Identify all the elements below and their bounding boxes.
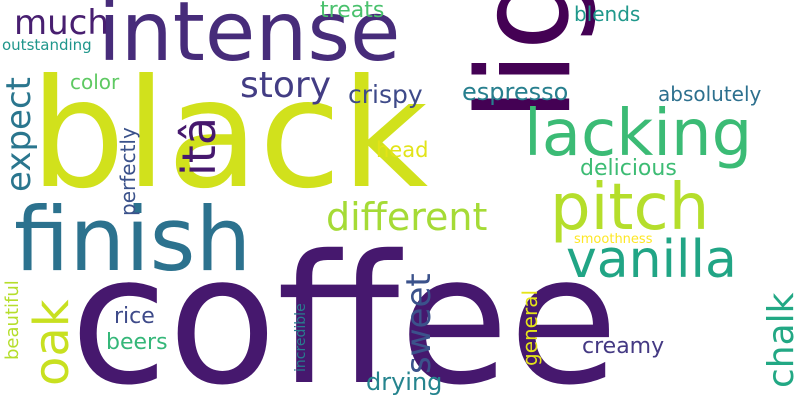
word-crispy: crispy bbox=[348, 80, 423, 109]
word-absolutely: absolutely bbox=[658, 82, 762, 106]
word-blends: blends bbox=[574, 2, 641, 26]
word-delicious: delicious bbox=[580, 156, 677, 181]
word-treats: treats bbox=[320, 0, 385, 23]
word-beers: beers bbox=[106, 330, 168, 355]
word-vanilla: vanilla bbox=[566, 230, 737, 290]
word-coffee: coffee bbox=[70, 217, 619, 400]
word-finish: finish bbox=[14, 188, 252, 291]
word-ita: itâ bbox=[172, 116, 226, 176]
word-espresso: espresso bbox=[462, 78, 569, 106]
word-oak: oak bbox=[24, 299, 80, 386]
word-smoothness: smoothness bbox=[574, 232, 653, 247]
word-different: different bbox=[326, 195, 488, 239]
word-story: story bbox=[240, 65, 332, 106]
word-much: much bbox=[14, 3, 109, 43]
word-intense: intense bbox=[98, 0, 401, 80]
word-incredible: incredible bbox=[293, 303, 309, 372]
word-general: general bbox=[518, 289, 542, 366]
word-color: color bbox=[70, 70, 120, 94]
word-chalk: chalk bbox=[761, 292, 800, 388]
word-head: head bbox=[376, 138, 429, 162]
word-creamy: creamy bbox=[582, 334, 665, 359]
word-lacking: lacking bbox=[524, 97, 753, 171]
word-expect: expect bbox=[0, 77, 39, 192]
word-pitch: pitch bbox=[550, 171, 710, 245]
word-rice: rice bbox=[114, 304, 155, 329]
word-black: black bbox=[30, 48, 429, 222]
word-drying: drying bbox=[366, 368, 443, 396]
word-outstanding: outstanding bbox=[2, 36, 92, 54]
word-sweet: sweet bbox=[399, 273, 439, 374]
word-perfectly: perfectly bbox=[116, 127, 140, 216]
word-beautiful: beautiful bbox=[2, 280, 23, 360]
